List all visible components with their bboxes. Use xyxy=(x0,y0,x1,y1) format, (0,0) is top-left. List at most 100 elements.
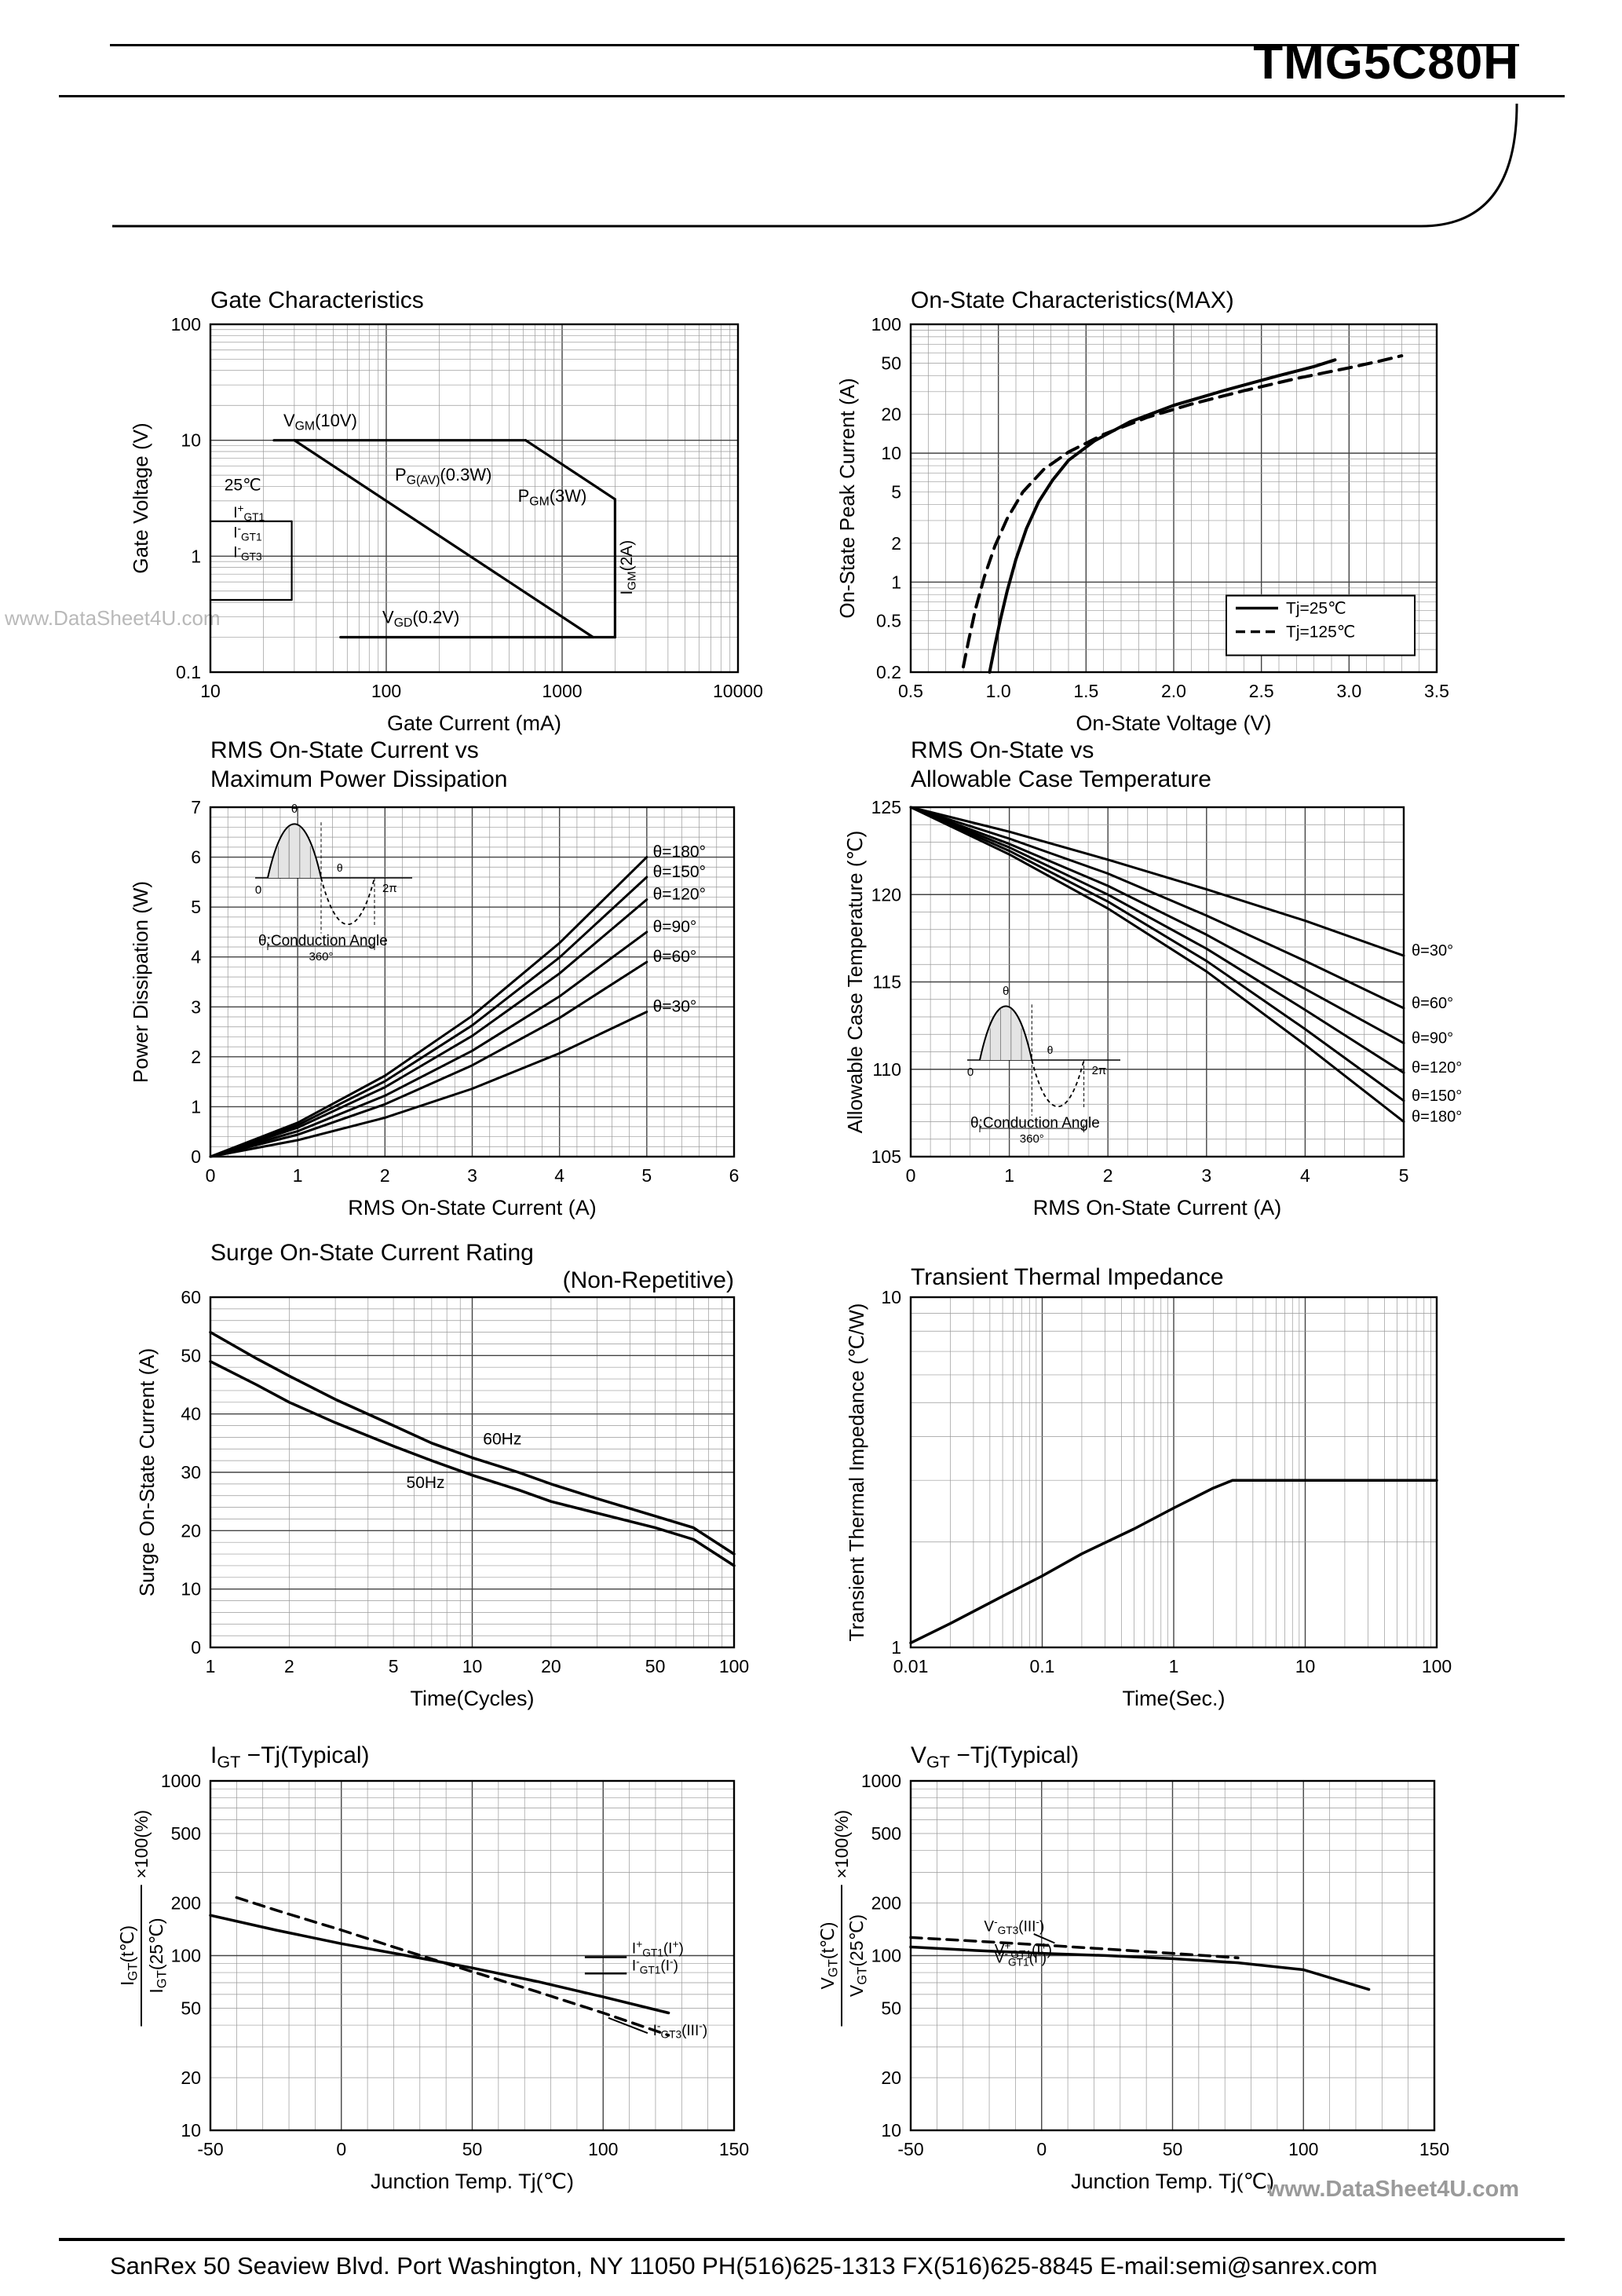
svg-text:1.0: 1.0 xyxy=(986,681,1011,701)
svg-text:θ: θ xyxy=(291,803,298,816)
svg-text:6: 6 xyxy=(191,847,201,868)
footer-address: SanRex 50 Seaview Blvd. Port Washington,… xyxy=(110,2252,1378,2280)
svg-text:100: 100 xyxy=(871,1946,901,1966)
surge-current-canvas: 1 2 5 10 20 50 100 0 10 20 30 40 50 60 Time(Cycles) Sur… xyxy=(135,1240,749,1710)
svg-text:I-GT1: I-GT1 xyxy=(233,522,261,543)
svg-text:50: 50 xyxy=(462,2139,483,2159)
header-curve xyxy=(112,103,1518,228)
svg-text:-50: -50 xyxy=(897,2139,923,2159)
svg-text:100: 100 xyxy=(588,2139,618,2159)
svg-text:Junction Temp. Tj(℃): Junction Temp. Tj(℃) xyxy=(371,2170,574,2193)
svg-text:1000: 1000 xyxy=(542,681,582,701)
svg-text:I+GT1(I+): I+GT1(I+) xyxy=(632,1938,684,1958)
svg-text:2: 2 xyxy=(380,1165,390,1186)
svg-text:30: 30 xyxy=(181,1462,201,1483)
svg-text:10000: 10000 xyxy=(713,681,763,701)
svg-text:I-GT3: I-GT3 xyxy=(233,542,262,562)
svg-text:θ: θ xyxy=(1003,985,1009,998)
chart-transient-thermal-impedance: 0.01 0.1 1 10 100 1 10 Time(Sec.) Transient Ther… xyxy=(832,1225,1617,1743)
svg-text:500: 500 xyxy=(171,1823,201,1844)
svg-text:Transient Thermal Impedance (℃: Transient Thermal Impedance (℃/W) xyxy=(845,1303,868,1642)
svg-text:Junction Temp. Tj(℃): Junction Temp. Tj(℃) xyxy=(1071,2170,1274,2193)
svg-text:10: 10 xyxy=(181,1579,201,1600)
svg-text:θ=120°: θ=120° xyxy=(1412,1059,1462,1077)
svg-text:20: 20 xyxy=(541,1656,561,1676)
svg-text:5: 5 xyxy=(891,482,901,503)
svg-text:Allowable Case Temperature: Allowable Case Temperature xyxy=(911,766,1211,792)
svg-text:2π: 2π xyxy=(1092,1064,1107,1077)
svg-text:0.2: 0.2 xyxy=(876,662,901,682)
svg-text:200: 200 xyxy=(871,1893,901,1914)
svg-text:0.5: 0.5 xyxy=(898,681,923,701)
igt-tj-canvas: -50 0 50 100 150 10 20 50 100 200 500 1000 Junction … xyxy=(117,1742,749,2193)
svg-text:θ=60°: θ=60° xyxy=(653,948,697,966)
svg-text:2: 2 xyxy=(891,533,901,554)
svg-text:On-State Voltage (V): On-State Voltage (V) xyxy=(1076,711,1271,735)
svg-text:1: 1 xyxy=(1169,1656,1179,1676)
svg-text:4: 4 xyxy=(191,947,201,967)
svg-text:VGD(0.2V): VGD(0.2V) xyxy=(382,608,459,630)
svg-text:40: 40 xyxy=(181,1404,201,1424)
svg-text:θ=90°: θ=90° xyxy=(1412,1029,1453,1047)
svg-text:VGM(10V): VGM(10V) xyxy=(283,411,357,433)
chart-gate-characteristics: 10 100 1000 10000 0.1 1 10 100 Gate Current (mA)… xyxy=(102,275,816,735)
chart-rms-power-dissipation: θ θ 0 2π 360° θ:Conduction Angle 0 1 2 3 4 5 6 0 1 2 3 4 5… xyxy=(102,722,816,1233)
svg-text:50: 50 xyxy=(645,1656,666,1676)
svg-text:0.01: 0.01 xyxy=(893,1656,929,1676)
svg-text:V-GT3(III-): V-GT3(III-) xyxy=(984,1916,1044,1936)
svg-text:1000: 1000 xyxy=(861,1771,901,1791)
svg-text:1: 1 xyxy=(891,572,901,592)
svg-text:Maximum Power Dissipation: Maximum Power Dissipation xyxy=(210,766,507,792)
watermark-right: www.DataSheet4U.com xyxy=(1266,2177,1519,2202)
svg-text:PG(AV)(0.3W): PG(AV)(0.3W) xyxy=(395,465,491,487)
svg-text:10: 10 xyxy=(1295,1656,1316,1676)
svg-text:θ:Conduction Angle: θ:Conduction Angle xyxy=(970,1115,1100,1132)
svg-text:50: 50 xyxy=(881,1998,901,2018)
chart-vgt-tj: -50 0 50 100 150 10 20 50 100 200 500 1000 Junction … xyxy=(817,1727,1617,2246)
svg-text:100: 100 xyxy=(171,314,201,335)
part-number: TMG5C80H xyxy=(1253,35,1519,90)
svg-text:IGM(2A): IGM(2A) xyxy=(618,540,638,595)
svg-text:VGT −Tj(Typical): VGT −Tj(Typical) xyxy=(911,1742,1079,1771)
svg-text:50: 50 xyxy=(181,1345,201,1366)
svg-text:θ=60°: θ=60° xyxy=(1412,995,1453,1012)
svg-text:0: 0 xyxy=(1036,2139,1047,2159)
svg-text:1: 1 xyxy=(891,1637,901,1658)
svg-text:(Non-Repetitive): (Non-Repetitive) xyxy=(563,1267,734,1293)
svg-text:IGT(t℃): IGT(t℃) xyxy=(117,1925,141,1986)
svg-text:Tj=125℃: Tj=125℃ xyxy=(1286,623,1355,642)
svg-text:10: 10 xyxy=(462,1656,483,1676)
svg-text:0: 0 xyxy=(255,883,261,897)
svg-text:3.5: 3.5 xyxy=(1424,681,1449,701)
svg-text:Surge On-State Current Rating: Surge On-State Current Rating xyxy=(210,1240,534,1266)
svg-text:105: 105 xyxy=(871,1146,901,1167)
svg-text:150: 150 xyxy=(719,2139,749,2159)
svg-text:I+GT1: I+GT1 xyxy=(233,503,265,523)
svg-text:60: 60 xyxy=(181,1287,201,1307)
svg-text:0: 0 xyxy=(191,1146,201,1167)
svg-text:125: 125 xyxy=(871,797,901,817)
footer-rule xyxy=(59,2238,1565,2241)
svg-text:50Hz: 50Hz xyxy=(407,1474,445,1492)
svg-text:2: 2 xyxy=(284,1656,294,1676)
svg-text:θ=90°: θ=90° xyxy=(653,918,697,936)
svg-text:θ: θ xyxy=(337,861,343,874)
vgt-tj-canvas: -50 0 50 100 150 10 20 50 100 200 500 1000 Junction … xyxy=(817,1742,1449,2193)
svg-text:-50: -50 xyxy=(197,2139,223,2159)
chart-on-state-characteristics: 0.5 1.0 1.5 2.0 2.5 3.0 3.5 0.2 0.5 1 2 5 10 20 50 100 O… xyxy=(832,275,1617,735)
svg-text:1.5: 1.5 xyxy=(1073,681,1098,701)
svg-text:3: 3 xyxy=(1201,1165,1211,1186)
svg-text:50: 50 xyxy=(1163,2139,1183,2159)
svg-text:20: 20 xyxy=(881,2067,901,2088)
svg-text:0.1: 0.1 xyxy=(1030,1656,1055,1676)
svg-text:50: 50 xyxy=(181,1998,201,2018)
header-rule-top xyxy=(110,44,1519,46)
svg-text:Gate Characteristics: Gate Characteristics xyxy=(210,287,424,313)
svg-text:50: 50 xyxy=(881,353,901,373)
svg-text:5: 5 xyxy=(191,897,201,917)
svg-text:PGM(3W): PGM(3W) xyxy=(518,486,587,508)
svg-text:V-GT1(I-): V-GT1(I-) xyxy=(995,1947,1047,1968)
svg-text:10: 10 xyxy=(181,430,201,451)
svg-text:RMS On-State vs: RMS On-State vs xyxy=(911,737,1094,763)
